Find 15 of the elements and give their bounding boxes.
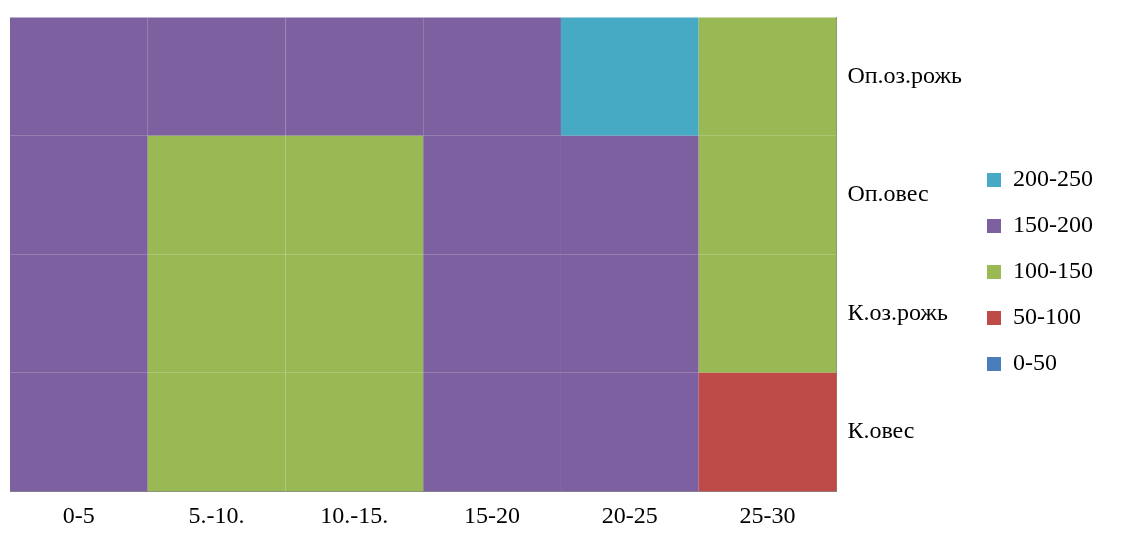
x-tick-label: 15-20 [464, 501, 521, 528]
color-bar-label: 100-150 [1013, 257, 1094, 284]
x-tick-label: 10.-15. [320, 501, 389, 528]
x-tick-label: 20-25 [601, 501, 658, 528]
color-bar-label: 200-250 [1013, 165, 1094, 192]
y-tick-label: К.овес [847, 417, 915, 444]
y-tick-label: К.оз.рожь [847, 298, 948, 325]
color-bar-label: 150-200 [1013, 211, 1094, 238]
color-bar-label: 0-50 [1013, 349, 1058, 376]
x-tick-label: 25-30 [739, 501, 796, 528]
x-tick-label: 5.-10. [188, 501, 245, 528]
y-tick-label: Оп.овес [847, 180, 929, 207]
color-bar-label: 50-100 [1013, 303, 1082, 330]
x-tick-label: 0-5 [62, 501, 95, 528]
y-tick-label: Оп.оз.рожь [847, 61, 963, 88]
